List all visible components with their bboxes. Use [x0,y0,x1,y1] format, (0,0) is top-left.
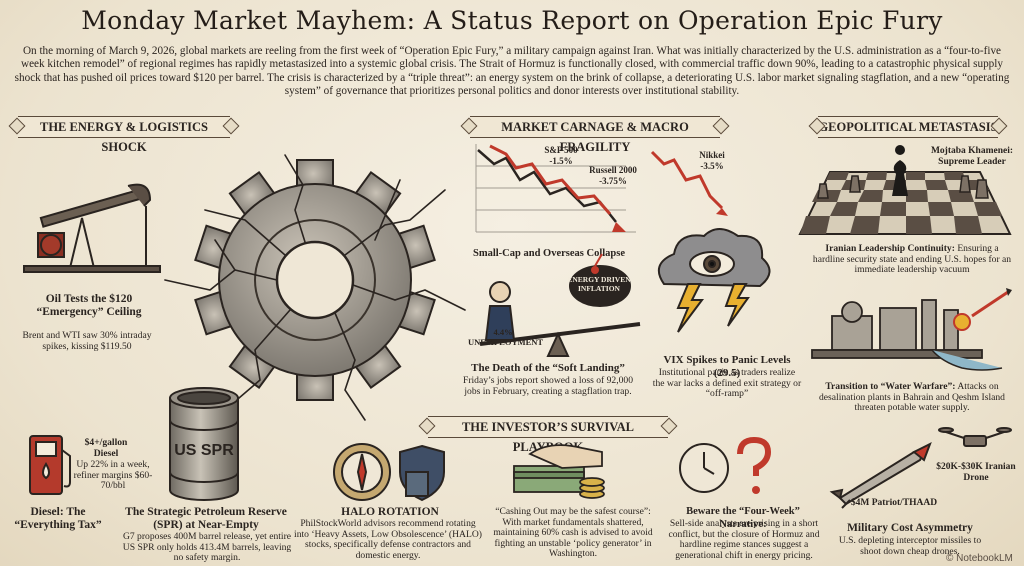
drone-cost: $20K-$30K Iranian Drone [936,462,1016,483]
leader-tag: Mojtaba Khamenei: Supreme Leader [930,146,1014,167]
fourweek-body: Sell-side analysts are prising in a shor… [668,518,820,561]
oil-body: Brent and WTI saw 30% intraday spikes, k… [22,330,152,352]
desalination-attack-illustration [811,288,1012,371]
spr-barrel-icon [169,387,239,501]
section-banner-energy: THE ENERGY & LOGISTICS SHOCK [18,116,230,154]
halo-body: PhilStockWorld advisors recommend rotati… [294,518,482,561]
section-banner-market: MARKET CARNAGE & MACRO FRAGILITY [470,116,720,154]
diesel-price: $4+/gallon Diesel [84,437,128,459]
diesel-title: Diesel: The “Everything Tax” [14,506,102,531]
clock-question-icon [679,436,772,494]
page-title: Monday Market Mayhem: A Status Report on… [81,6,943,35]
vix-title: VIX Spikes to Panic Levels (29.5) [663,354,791,379]
nikkei-label: Nikkei -3.5% [699,150,725,171]
spr-title: The Strategic Petroleum Reserve (SPR) at… [125,506,287,531]
patriot-cost: $4M Patriot/THAAD [850,498,938,508]
sp500-label: S&P 500 -1.5% [544,145,578,166]
fuel-pump-icon [29,435,71,495]
fourweek-title: Beware the “Four-Week” Narrative: [686,506,800,530]
oil-pumpjack-icon [23,183,161,273]
leader-body: Ensuring a hardline security state and e… [812,243,1012,276]
military-title: Military Cost Asymmetry [847,522,973,534]
leader-title: Iranian Leadership Continuity: [825,243,955,254]
cash-body: “Cashing Out may be the safest course”: … [493,506,653,560]
collapse-title: Small-Cap and Overseas Collapse [473,248,625,259]
falling-chart-sp500-russell [475,144,636,233]
soft-landing-body: Friday’s jobs report showed a loss of 92… [462,375,633,397]
halo-title: HALO ROTATION [341,506,439,518]
military-body: U.S. depleting interceptor missiles to s… [838,535,982,557]
vix-body: Institutional panic as traders realize t… [652,367,802,400]
diesel-stats: Up 22% in a week, refiner margins $60-70… [73,459,153,492]
water-title: Transition to “Water Warfare”: [825,381,956,392]
cracked-gear-illustration [164,154,466,421]
patriot-missile-icon [829,441,932,509]
section-banner-geo: GEOPOLITICAL METASTASIS [818,116,998,138]
barrel-label: US SPR [174,442,234,459]
water-body: Attacks on desalination plants in Bahrai… [819,381,1005,414]
footer-credit: © NotebookLM [946,553,1013,564]
drone-icon [938,427,1012,447]
oil-title: Oil Tests the $120 “Emergency” Ceiling [36,293,142,318]
compass-shield-icon [333,443,445,502]
inflation-label: ENERGY DRIVEN INFLATION [567,275,631,293]
seesaw-illustration [479,253,641,357]
cash-hand-icon [513,444,605,499]
water-block: Transition to “Water Warfare”: Attacks o… [812,381,1012,414]
storm-cloud-eye-icon [657,228,771,333]
chessboard-illustration [798,145,1012,235]
spr-body: G7 proposes 400M barrel release, yet ent… [122,531,292,564]
soft-landing-title: The Death of the “Soft Landing” [471,362,625,374]
leader-block: Iranian Leadership Continuity: Ensuring … [812,243,1012,276]
russell-label: Russell 2000 -3.75% [589,165,637,186]
unemployment-label: 4.4% UNEMPLOYMENT [468,327,544,347]
intro-paragraph: On the morning of March 9, 2026, global … [14,45,1010,97]
falling-chart-nikkei [650,150,728,216]
